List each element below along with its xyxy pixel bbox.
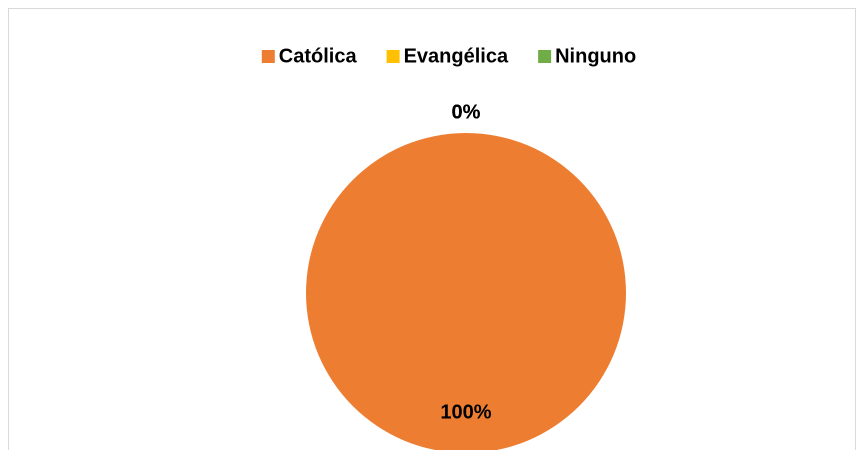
legend-label: Católica: [279, 45, 358, 67]
legend-swatch: [386, 50, 400, 63]
data-label: 0%: [452, 101, 481, 123]
legend-label: Evangélica: [404, 45, 509, 67]
pie-slice: [306, 133, 626, 450]
legend-swatch: [538, 50, 552, 63]
legend-label: Ninguno: [555, 45, 636, 67]
data-label: 0%: [452, 101, 481, 123]
data-label: 100%: [440, 401, 491, 423]
legend-swatch: [261, 50, 275, 63]
